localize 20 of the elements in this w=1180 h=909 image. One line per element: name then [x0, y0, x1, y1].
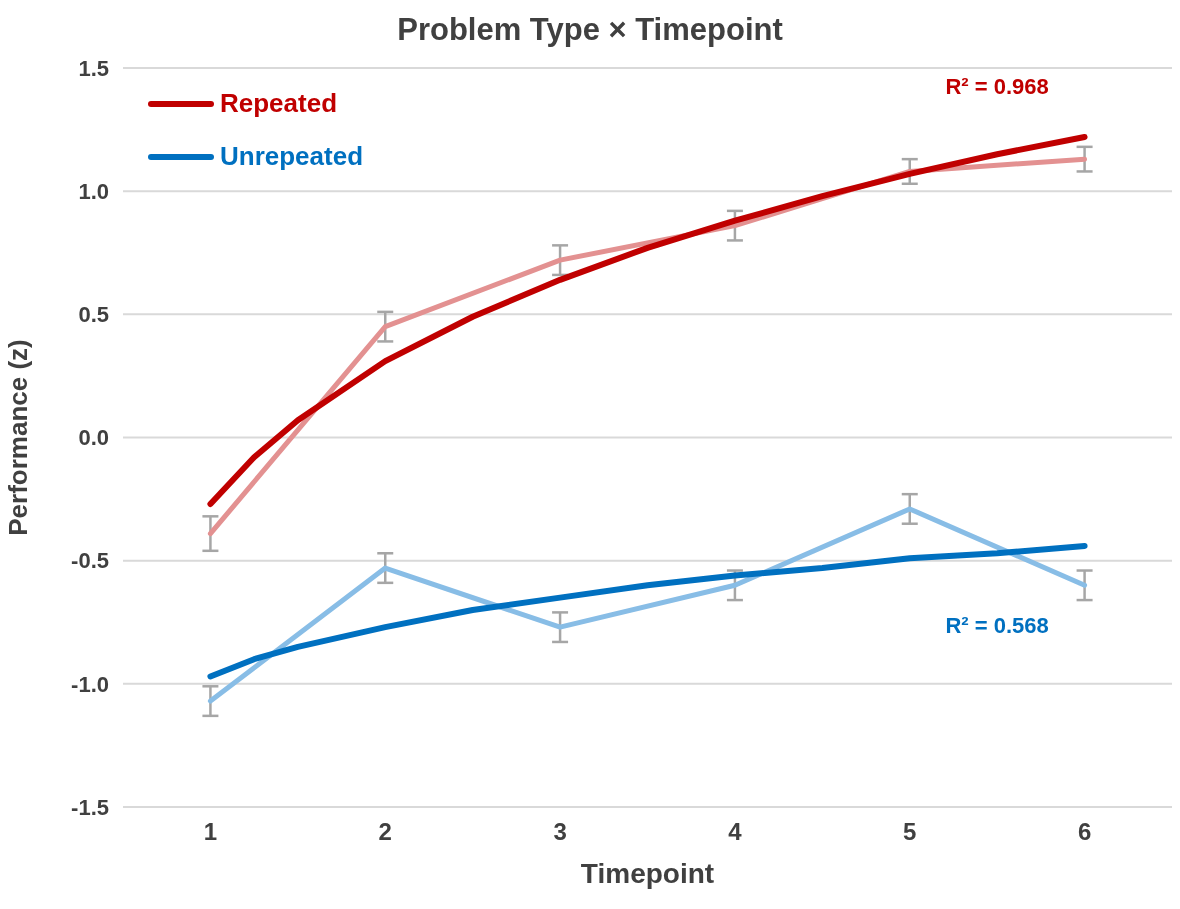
x-tick-label: 1	[203, 818, 218, 846]
chart-title: Problem Type × Timepoint	[396, 11, 784, 49]
annotation: R² = 0.968	[945, 74, 1049, 100]
y-tick-label: 1.5	[78, 55, 109, 81]
x-tick-label: 6	[1077, 818, 1092, 846]
annotation: R² = 0.568	[945, 613, 1049, 639]
legend-label: Repeated	[220, 88, 338, 119]
y-tick-label: 1.0	[78, 178, 109, 204]
x-tick-label: 4	[728, 818, 743, 846]
x-tick-label: 2	[378, 818, 392, 846]
y-tick-label: -1.0	[71, 671, 109, 697]
x-tick-label: 3	[553, 818, 567, 846]
y-tick-label: -0.5	[71, 548, 109, 574]
y-tick-label: 0.5	[78, 302, 109, 328]
x-tick-label: 5	[903, 818, 917, 846]
legend-label: Unrepeated	[220, 141, 364, 172]
x-axis-title: Timepoint	[580, 858, 715, 889]
y-tick-label: 0.0	[78, 425, 109, 451]
y-axis-title: Performance (z)	[3, 339, 34, 536]
y-tick-label: -1.5	[71, 794, 109, 820]
